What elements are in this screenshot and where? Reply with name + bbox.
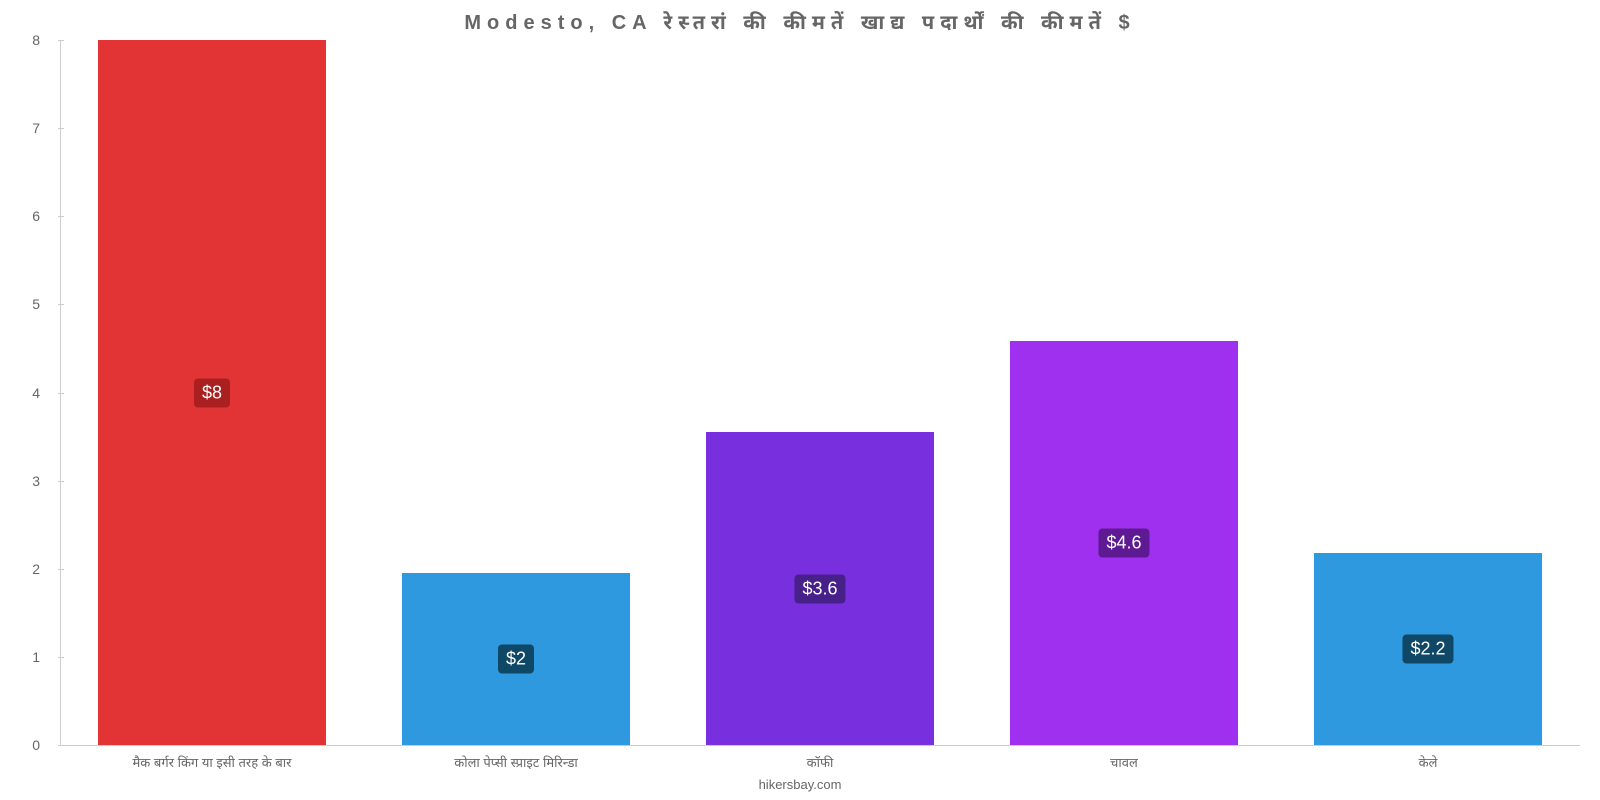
price-bar-chart: Modesto, CA रेस्तरां की कीमतें खाद्य पदा… xyxy=(0,0,1600,800)
bar-value-label: $4.6 xyxy=(1098,529,1149,558)
y-tick-label: 8 xyxy=(0,32,40,48)
x-category-label: चावल xyxy=(1110,753,1138,771)
x-category-label: मैक बर्गर किंग या इसी तरह के बार xyxy=(133,753,292,771)
y-tick-label: 0 xyxy=(0,737,40,753)
plot-area: $8 $2 $3.6 $4.6 $2.2 xyxy=(60,40,1580,745)
x-axis-line xyxy=(60,745,1580,746)
chart-title: Modesto, CA रेस्तरां की कीमतें खाद्य पदा… xyxy=(0,8,1600,35)
x-category-label: केले xyxy=(1419,753,1438,771)
bar-value-label: $2 xyxy=(498,645,534,674)
y-tick-label: 6 xyxy=(0,208,40,224)
y-tick-label: 2 xyxy=(0,561,40,577)
chart-attribution: hikersbay.com xyxy=(0,777,1600,792)
y-tick-label: 1 xyxy=(0,649,40,665)
x-category-label: कॉफी xyxy=(807,753,834,771)
bar-value-label: $3.6 xyxy=(794,574,845,603)
y-tick-label: 4 xyxy=(0,385,40,401)
y-tick-label: 7 xyxy=(0,120,40,136)
y-tick-label: 5 xyxy=(0,296,40,312)
bar-value-label: $2.2 xyxy=(1402,634,1453,663)
bar-value-label: $8 xyxy=(194,378,230,407)
x-category-label: कोला पेप्सी स्प्राइट मिरिन्डा xyxy=(454,753,578,771)
y-tick-label: 3 xyxy=(0,473,40,489)
